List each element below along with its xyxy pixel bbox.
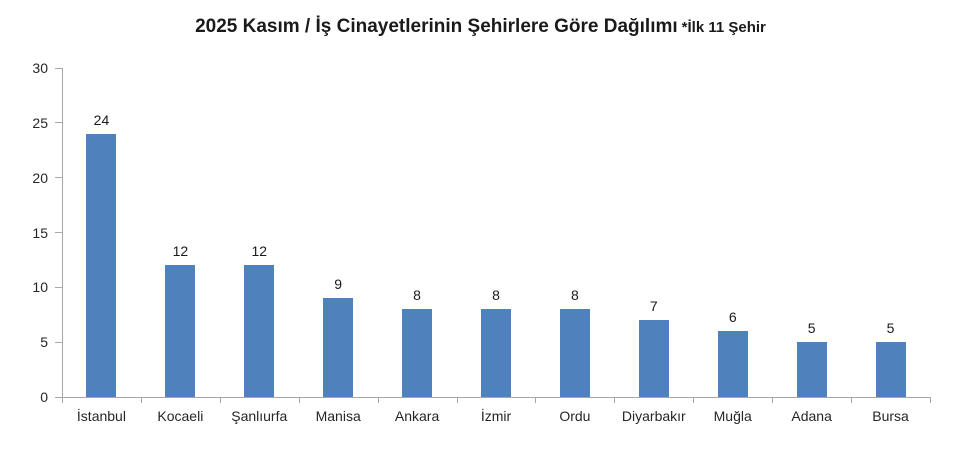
y-axis-tick-label: 30 <box>32 60 48 76</box>
bar-value-label: 12 <box>172 243 189 260</box>
plot-area <box>62 68 931 398</box>
bar-value-label: 5 <box>807 320 816 337</box>
x-axis-tick-mark <box>456 398 458 403</box>
x-axis-category-label: Diyarbakır <box>621 408 686 424</box>
x-axis-tick-mark <box>140 398 142 403</box>
x-axis-category-label: Şanlıurfa <box>231 408 288 424</box>
x-axis-category-label: Muğla <box>713 408 752 424</box>
x-axis-tick-mark <box>298 398 300 403</box>
bar <box>875 342 906 397</box>
x-axis-tick-mark <box>930 398 931 403</box>
y-axis-tick-mark <box>55 67 62 69</box>
y-axis-tick-label: 0 <box>40 389 48 405</box>
y-axis-tick-label: 15 <box>32 224 48 241</box>
x-axis-category-label: Kocaeli <box>157 408 204 424</box>
x-axis-category-label: Ordu <box>559 408 591 424</box>
y-axis-tick-mark <box>55 396 62 398</box>
bar-value-label: 24 <box>93 111 110 128</box>
x-axis-category-label: İzmir <box>480 408 512 424</box>
bar-value-label: 7 <box>649 298 658 315</box>
y-axis-tick-mark <box>55 232 62 233</box>
bar-value-label: 5 <box>886 320 895 337</box>
bar <box>796 342 827 397</box>
x-axis-category-label: Bursa <box>872 408 909 424</box>
y-axis-tick-mark <box>55 177 62 179</box>
bar <box>481 309 511 397</box>
y-axis-tick-label: 5 <box>40 334 48 351</box>
chart-title-note: *İlk 11 Şehir <box>681 19 766 36</box>
bar-value-label: 6 <box>728 309 737 326</box>
bar <box>717 331 748 397</box>
x-axis-category-label: Adana <box>791 408 832 424</box>
x-axis-category-label: Manisa <box>315 408 361 424</box>
y-axis-tick-label: 20 <box>32 169 48 186</box>
bar-value-label: 12 <box>251 243 268 260</box>
bar-value-label: 8 <box>571 287 579 304</box>
x-axis-tick-mark <box>377 398 379 403</box>
bar-value-label: 8 <box>413 287 421 304</box>
x-axis-category-label: Ankara <box>394 408 440 424</box>
y-axis-tick-mark <box>55 122 62 124</box>
bar-value-label: 8 <box>492 287 500 304</box>
x-axis-tick-mark <box>693 398 695 403</box>
bar-value-label: 9 <box>334 276 343 293</box>
bar <box>638 320 669 397</box>
bar <box>402 309 433 397</box>
y-axis-tick-label: 25 <box>32 114 48 131</box>
x-axis-tick-mark <box>614 398 616 403</box>
x-axis-tick-mark <box>772 398 774 403</box>
bar <box>559 309 590 397</box>
x-axis-tick-mark <box>535 398 537 403</box>
y-axis-tick-mark <box>55 341 62 343</box>
y-axis-tick-mark <box>55 286 62 288</box>
chart-title-main: 2025 Kasım / İş Cinayetlerinin Şehirlere… <box>195 16 678 37</box>
x-axis-tick-mark <box>219 398 221 403</box>
x-axis-tick-mark <box>851 398 853 403</box>
bar <box>244 265 275 397</box>
y-axis-tick-label: 10 <box>32 279 48 296</box>
bar <box>165 265 196 397</box>
x-axis-category-label: İstanbul <box>76 408 126 424</box>
bar <box>86 133 117 397</box>
bar <box>323 298 354 397</box>
chart-title: 2025 Kasım / İş Cinayetlerinin Şehirlere… <box>0 16 961 38</box>
x-axis-tick-mark <box>62 398 63 403</box>
